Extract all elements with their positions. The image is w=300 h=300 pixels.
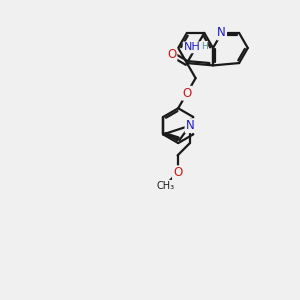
- Text: NH: NH: [184, 42, 200, 52]
- Text: O: O: [182, 87, 191, 100]
- Text: N: N: [185, 119, 194, 132]
- Text: O: O: [167, 48, 176, 61]
- Text: CH₃: CH₃: [156, 181, 174, 191]
- Text: H: H: [201, 42, 207, 51]
- Text: N: N: [217, 26, 226, 39]
- Text: O: O: [173, 166, 182, 179]
